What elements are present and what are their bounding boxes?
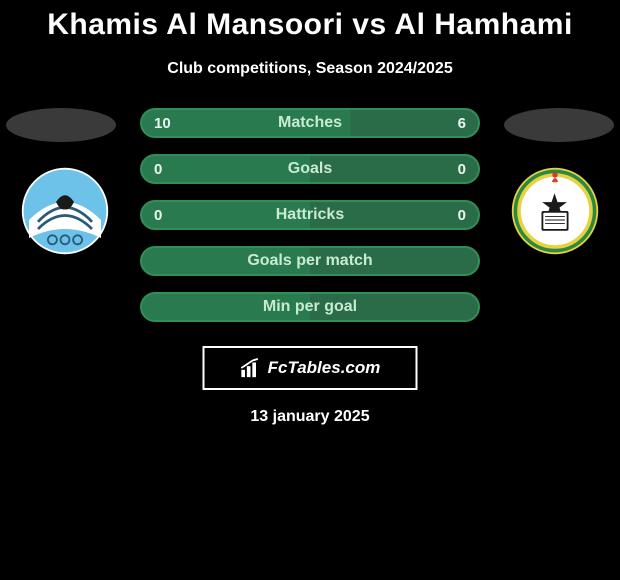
club-crest-right [510,166,600,256]
chart-icon [240,357,262,379]
player-badge-right [504,108,614,142]
stat-label: Min per goal [263,298,357,316]
stat-value-left: 0 [154,161,162,178]
stat-bar: Min per goal [140,292,480,322]
stat-bars: Matches 10 6 Goals 0 0 Hattricks 0 0 Goals per ma… [140,108,480,322]
subtitle: Club competitions, Season 2024/2025 [0,60,620,78]
player-badge-left [6,108,116,142]
club-crest-left [20,166,110,256]
comparison-stage: Matches 10 6 Goals 0 0 Hattricks 0 0 Goals per ma… [0,108,620,348]
stat-value-left: 0 [154,207,162,224]
stat-value-right: 0 [458,161,466,178]
stat-bar: Hattricks 0 0 [140,200,480,230]
stat-value-right: 0 [458,207,466,224]
stat-label: Goals [288,160,332,178]
branding-text: FcTables.com [268,358,381,378]
branding-box: FcTables.com [203,346,418,390]
crest-right-icon [510,166,600,256]
stat-label: Hattricks [276,206,344,224]
stat-label: Matches [278,114,342,132]
stat-bar: Goals per match [140,246,480,276]
stat-bar: Goals 0 0 [140,154,480,184]
page-title: Khamis Al Mansoori vs Al Hamhami [0,0,620,42]
stat-bar: Matches 10 6 [140,108,480,138]
stat-label: Goals per match [247,252,372,270]
date-text: 13 january 2025 [0,408,620,426]
stat-value-right: 6 [458,115,466,132]
stat-value-left: 10 [154,115,171,132]
crest-left-icon [20,166,110,256]
